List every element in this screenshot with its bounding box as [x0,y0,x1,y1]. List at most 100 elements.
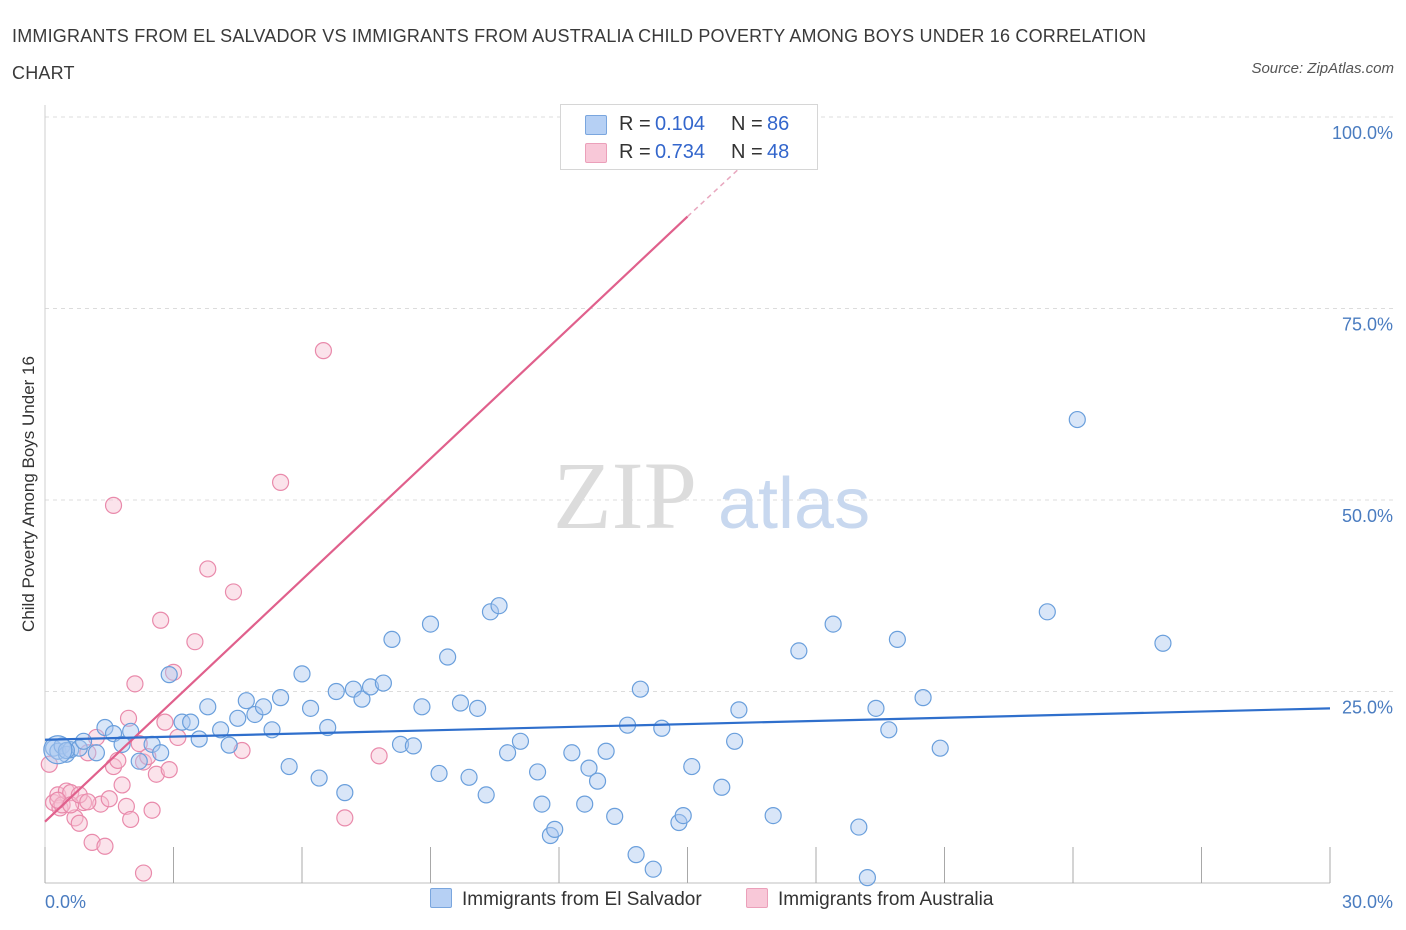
bottom-legend-australia: Immigrants from Australia [746,888,993,911]
data-point-el-salvador [546,820,564,838]
data-point-el-salvador [212,721,230,739]
data-point-el-salvador [1068,410,1086,429]
x-tick-labels: 0.0% 30.0% [45,892,1393,912]
data-point-el-salvador [310,769,328,787]
data-point-el-salvador [280,757,298,776]
data-point-el-salvador [293,665,311,683]
data-point-el-salvador [451,694,470,712]
data-point-el-salvador [858,869,877,887]
legend-n-label: N = [731,141,763,163]
data-point-el-salvador [391,735,410,753]
data-point-el-salvador [374,674,392,692]
legend-r-label: R = [619,113,651,135]
data-point-australia [96,837,114,855]
data-point-australia [130,734,148,753]
y-tick-label: 75.0% [1342,315,1393,335]
data-point-el-salvador [182,713,200,731]
data-point-australia [70,786,88,804]
data-point-el-salvador [327,682,345,701]
data-point-el-salvador [130,752,148,770]
data-point-el-salvador [319,718,337,737]
data-point-el-salvador [631,680,649,698]
data-point-el-salvador [490,597,508,615]
data-point-australia [109,751,127,770]
data-point-australia [113,776,131,794]
data-point-el-salvador [683,757,701,776]
data-point-el-salvador [1154,634,1172,652]
watermark-zip: ZIP [553,442,697,549]
data-point-el-salvador [528,763,547,781]
legend-n-value: 86 [767,113,790,135]
x-tick-label: 30.0% [1342,892,1393,912]
watermark-atlas: atlas [718,464,870,544]
data-point-el-salvador [1038,603,1056,621]
bottom-legend-swatch-blue [430,888,452,908]
legend-swatch-pink [585,143,607,163]
data-point-australia [49,786,67,804]
data-point-el-salvador [439,648,457,666]
legend-n-value: 48 [767,141,790,163]
data-point-australia [271,473,290,491]
data-point-el-salvador [726,732,744,750]
data-point-el-salvador [790,642,808,660]
data-point-el-salvador-cluster [43,735,73,765]
data-point-el-salvador [481,603,500,621]
trend-line-el-salvador [44,707,1331,741]
data-point-el-salvador [301,699,320,717]
data-point-el-salvador [588,772,607,790]
data-point-el-salvador [229,709,247,727]
data-point-el-salvador [430,764,448,783]
y-tick-label: 25.0% [1342,698,1393,718]
data-point-el-salvador [713,778,731,796]
bottom-legend-label: Immigrants from El Salvador [462,889,702,910]
data-point-el-salvador [880,721,898,739]
data-point-el-salvador [931,739,949,757]
data-point-el-salvador [152,744,170,762]
y-tick-labels: 100.0% 75.0% 50.0% 25.0% [1332,123,1393,718]
data-point-australia [336,809,354,827]
data-point-australia [233,741,251,760]
data-point-el-salvador [888,630,906,649]
data-point-australia [92,795,110,813]
chart-title: IMMIGRANTS FROM EL SALVADOR VS IMMIGRANT… [12,26,1147,83]
data-point-australia [79,793,97,811]
data-point-australia [70,814,88,832]
data-point-el-salvador [477,786,495,804]
data-point-el-salvador [499,744,517,762]
data-point-el-salvador [87,744,106,762]
data-point-el-salvador [824,615,842,633]
bottom-legend-label: Immigrants from Australia [778,889,994,910]
data-point-el-salvador [597,742,615,760]
data-point-el-salvador [914,689,932,707]
y-axis-label: Child Poverty Among Boys Under 16 [19,356,38,632]
data-point-el-salvador [254,698,273,716]
series-australia-points [40,108,637,882]
data-point-australia [122,810,140,829]
legend-box: R = 0.104 N = 86 R = 0.734 N = 48 [560,104,818,170]
legend-swatch-blue [585,115,607,135]
data-point-australia [199,560,217,578]
data-point-el-salvador [113,735,131,753]
legend-r-label: R = [619,141,651,163]
data-point-el-salvador [336,784,354,802]
data-point-australia [147,765,165,783]
data-point-el-salvador [404,737,422,755]
data-point-el-salvador [122,722,140,740]
gridlines [45,116,1395,692]
data-point-el-salvador [460,768,478,786]
data-point-australia [83,833,101,852]
data-point-el-salvador [563,744,581,762]
data-point-el-salvador [421,615,440,633]
data-point-el-salvador [606,807,624,825]
data-point-el-salvador [413,698,431,716]
legend-r-value: 0.734 [655,141,706,163]
source-credit: Source: ZipAtlas.com [1251,60,1394,77]
data-point-australia [143,801,161,819]
y-tick-label: 100.0% [1332,123,1393,143]
data-point-australia [156,713,174,731]
data-point-el-salvador [220,736,238,754]
bottom-legend-el-salvador: Immigrants from El Salvador [430,888,702,911]
data-point-australia [224,583,243,601]
data-point-australia [134,864,153,882]
data-point-el-salvador [730,701,748,719]
